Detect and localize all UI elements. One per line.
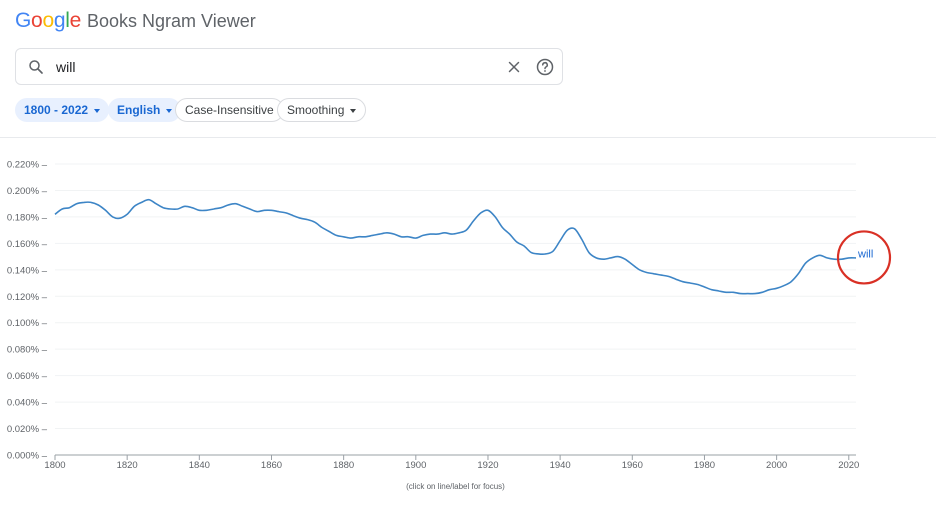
x-tick-label: 1880 [333,460,354,471]
chart-footnote: (click on line/label for focus) [406,482,505,491]
x-tick-label: 1860 [261,460,282,471]
series-label-will[interactable]: will [857,248,873,260]
corpus-label: English [117,103,161,117]
help-icon[interactable] [535,57,555,77]
logo-letter: e [69,9,82,32]
y-tick-label: 0.020% – [7,424,48,435]
logo-letter: o [42,9,54,32]
y-tick-label: 0.200% – [7,186,48,197]
case-label: Case-Insensitive [185,103,274,117]
header-divider [0,137,936,138]
x-tick-label: 1820 [117,460,138,471]
x-tick-label: 1980 [694,460,715,471]
x-tick-label: 1800 [44,460,65,471]
x-tick-label: 1900 [405,460,426,471]
smoothing-dropdown[interactable]: Smoothing [277,98,367,122]
app-title: Books Ngram Viewer [86,11,256,31]
logo-letter: o [31,9,43,32]
highlight-circle [836,230,892,285]
y-tick-label: 0.060% – [7,371,48,382]
x-tick-label: 1940 [550,460,571,471]
y-tick-label: 0.180% – [7,212,48,223]
logo-letter: l [65,9,70,32]
search-input[interactable] [56,57,476,77]
year-range-label: 1800 - 2022 [24,103,89,117]
chevron-down-icon [166,108,173,113]
series-line-will[interactable] [54,198,857,295]
x-tick-label: 1960 [622,460,643,471]
y-tick-label: 0.040% – [7,398,48,409]
y-tick-label: 0.120% – [7,292,48,303]
x-tick-label: 2020 [838,460,859,471]
y-tick-label: 0.000% – [7,451,48,462]
x-tick-label: 1920 [477,460,498,471]
x-tick-label: 1840 [189,460,210,471]
y-tick-label: 0.160% – [7,239,48,250]
google-logo[interactable]: Google [15,9,81,33]
year-range-dropdown[interactable]: 1800 - 2022 [15,98,110,122]
close-icon[interactable] [505,58,523,76]
x-tick-label: 2000 [766,460,787,471]
app-header: Google Books Ngram Viewer [15,9,256,37]
case-insensitive-toggle[interactable]: Case-Insensitive [175,98,284,122]
logo-letter: G [15,9,32,32]
search-icon[interactable] [27,58,45,76]
chevron-down-icon [350,108,357,113]
ngram-chart: 0.000% – 0.020% – 0.040% – 0.060% – 0.080% –… [7,160,892,491]
search-box[interactable] [15,48,563,85]
y-tick-label: 0.220% – [7,160,48,171]
y-tick-label: 0.080% – [7,345,48,356]
logo-letter: g [53,9,66,32]
y-tick-label: 0.100% – [7,318,48,329]
smoothing-label: Smoothing [287,103,345,117]
y-tick-label: 0.140% – [7,265,48,276]
chevron-down-icon [94,108,101,113]
corpus-dropdown[interactable]: English [108,98,182,122]
